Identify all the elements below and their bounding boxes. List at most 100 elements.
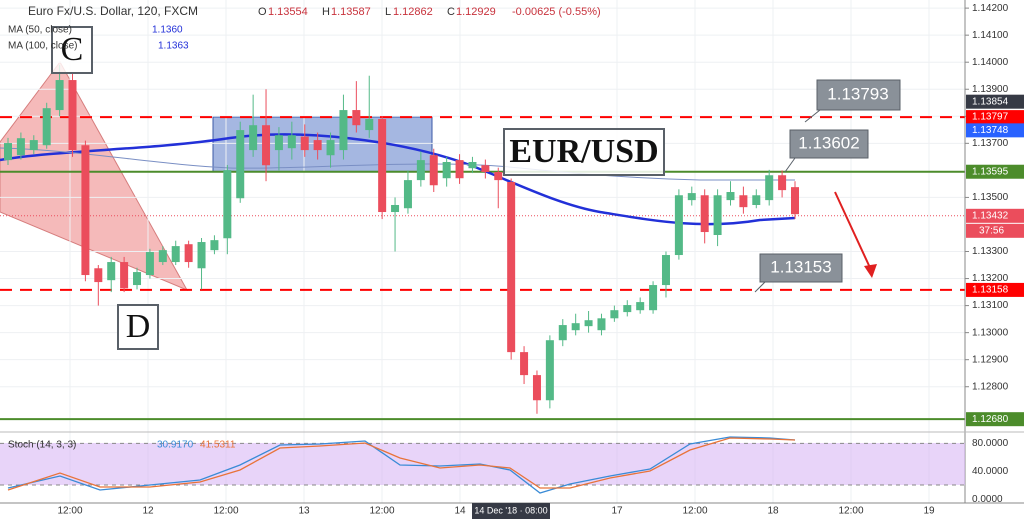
- countdown-badge: [966, 223, 1024, 238]
- price-badge: [966, 94, 1024, 109]
- candle-body: [249, 125, 258, 151]
- price-badge-label: 1.13432: [972, 210, 1009, 221]
- y-tick-label: 1.12800: [972, 381, 1009, 392]
- ohlc-value: 1.12862: [393, 6, 433, 18]
- y-tick-label: 1.13000: [972, 327, 1009, 338]
- countdown: 37:56: [979, 225, 1004, 236]
- callout: 1.13153: [770, 257, 831, 276]
- candle-body: [687, 193, 696, 201]
- ma-50-line: [0, 133, 796, 226]
- candle-body: [391, 204, 400, 213]
- candle-body: [649, 285, 658, 311]
- ohlc-label: H: [322, 6, 330, 18]
- candle-body: [532, 375, 541, 401]
- candle-body: [210, 240, 219, 251]
- ma-value: 1.1360: [152, 25, 183, 36]
- candle-body: [171, 246, 180, 263]
- candle-body: [274, 135, 283, 151]
- candle-body: [378, 118, 387, 213]
- stoch-k-value: 30.9170: [157, 440, 194, 451]
- callout-box: [816, 79, 901, 111]
- candle-body: [752, 195, 761, 205]
- candle-body: [791, 187, 799, 215]
- ohlc-label: C: [447, 6, 455, 18]
- annotation: EUR/USD: [509, 133, 658, 170]
- candle-body: [739, 195, 748, 208]
- candle-body: [16, 138, 25, 156]
- candle-body: [520, 352, 529, 376]
- candle-body: [429, 155, 438, 186]
- price-badge-label: 1.13748: [972, 125, 1009, 136]
- candle-body: [339, 110, 348, 151]
- candle-body: [313, 140, 322, 151]
- x-tick-label: 19: [923, 506, 935, 517]
- stoch-d-value: 41.5311: [200, 440, 236, 451]
- candle-body: [442, 161, 451, 179]
- arrow-head: [864, 264, 877, 278]
- stoch-d-line: [7, 437, 796, 491]
- candle-body: [223, 170, 232, 239]
- ma-label: MA (50, close): [8, 25, 72, 36]
- candle-body: [778, 175, 787, 191]
- candle-body: [674, 195, 683, 256]
- candle-body: [55, 80, 64, 111]
- callout-pointer: [804, 109, 821, 123]
- candle-body: [726, 192, 735, 201]
- stoch-tick-label: 40.0000: [972, 466, 1009, 477]
- ma-label: MA (100, close): [8, 41, 77, 52]
- point-label: C: [61, 31, 84, 68]
- callout-pointer: [784, 157, 796, 173]
- price-badge: [966, 110, 1024, 125]
- x-tick-label: 12: [142, 506, 154, 517]
- candle-body: [636, 302, 645, 311]
- x-tick-label: 18: [767, 506, 779, 517]
- y-tick-label: 1.14000: [972, 57, 1009, 68]
- candle-body: [133, 272, 142, 286]
- stoch-label: Stoch (14, 3, 3): [8, 440, 76, 451]
- candle-body: [700, 195, 709, 233]
- callout-box: [759, 253, 843, 283]
- candle-body: [571, 323, 580, 331]
- candle-body: [623, 305, 632, 313]
- candle-body: [481, 165, 490, 172]
- candle-body: [236, 130, 245, 199]
- candle-body: [507, 182, 516, 353]
- callout: 1.13793: [827, 84, 888, 103]
- candle-body: [545, 340, 554, 401]
- price-badge-label: 1.13158: [972, 285, 1009, 296]
- stoch-tick-label: 80.0000: [972, 438, 1009, 449]
- candle-body: [158, 250, 167, 263]
- candle-body: [300, 136, 309, 151]
- callout-pointer: [754, 281, 766, 293]
- candle-body: [494, 172, 503, 181]
- callout-box: [789, 129, 869, 159]
- x-tick-label: 12:00: [57, 506, 82, 517]
- candle-body: [468, 161, 477, 169]
- point-label: D: [126, 308, 151, 345]
- price-badge-label: 1.13797: [972, 112, 1009, 123]
- candle-body: [4, 143, 12, 161]
- point-box: [117, 304, 159, 350]
- x-tick-label: 13: [298, 506, 310, 517]
- crosshair-badge: [472, 503, 550, 519]
- ma-value: 1.1363: [158, 41, 189, 52]
- x-tick-label: 12:00: [213, 506, 238, 517]
- candle-body: [94, 268, 103, 283]
- crosshair-label: 14 Dec '18 · 08:00: [474, 505, 547, 515]
- candle-body: [661, 255, 670, 286]
- price-badge: [966, 282, 1024, 297]
- candle-body: [68, 80, 77, 151]
- y-tick-label: 1.13200: [972, 273, 1009, 284]
- arrow: [834, 191, 873, 273]
- stoch-tick-label: 0.0000: [972, 494, 1003, 505]
- candle-body: [81, 145, 90, 276]
- price-badge: [966, 412, 1024, 427]
- candle-body: [145, 252, 154, 276]
- candle-body: [29, 140, 38, 151]
- x-tick-label: 17: [611, 506, 623, 517]
- candle-body: [287, 135, 296, 149]
- candle-body: [597, 318, 606, 331]
- candle-body: [584, 320, 593, 327]
- range-box: [212, 116, 433, 173]
- price-badge-label: 1.12680: [972, 414, 1009, 425]
